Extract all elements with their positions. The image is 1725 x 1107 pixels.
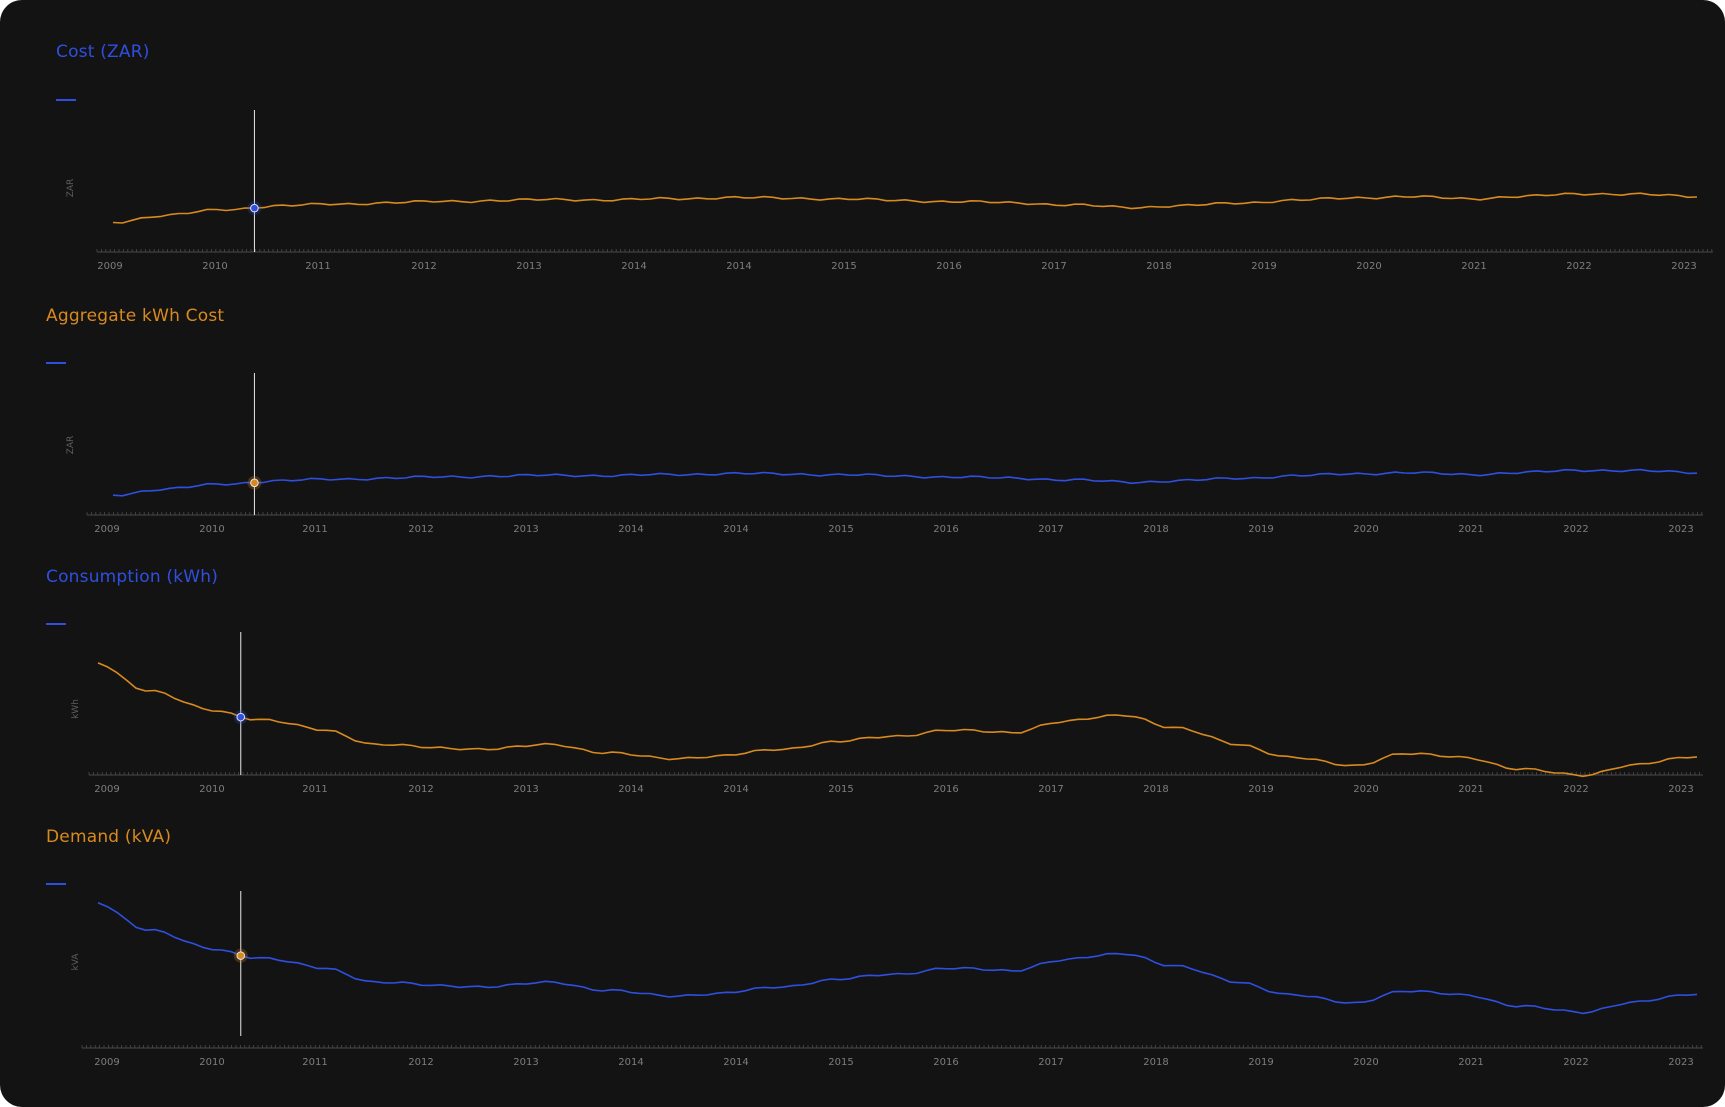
x-tick-label: 2019 bbox=[1248, 524, 1273, 535]
legend-swatch-cost[interactable] bbox=[56, 99, 76, 101]
x-tick-label: 2014 bbox=[723, 1057, 748, 1068]
x-tick-label: 2015 bbox=[828, 524, 853, 535]
series-line[interactable] bbox=[97, 662, 1698, 778]
chart-title-demand: Demand (kVA) bbox=[46, 827, 172, 847]
x-tick-label: 2014 bbox=[723, 524, 748, 535]
x-tick-label: 2023 bbox=[1668, 524, 1693, 535]
x-tick-label: 2011 bbox=[302, 784, 327, 795]
chart-title-consumption: Consumption (kWh) bbox=[46, 567, 219, 587]
hover-marker[interactable] bbox=[250, 478, 259, 488]
x-tick-label: 2023 bbox=[1671, 261, 1696, 272]
y-axis-label: kVA bbox=[71, 953, 81, 971]
x-tick-label: 2014 bbox=[618, 524, 643, 535]
x-tick-label: 2010 bbox=[199, 784, 224, 795]
series-line[interactable] bbox=[112, 468, 1698, 497]
y-axis-label: ZAR bbox=[66, 179, 76, 198]
x-tick-label: 2018 bbox=[1143, 524, 1168, 535]
x-tick-label: 2017 bbox=[1038, 1057, 1063, 1068]
x-tick-label: 2022 bbox=[1563, 784, 1588, 795]
line-chart-aggregate[interactable]: ZAR 2009 2010 2011 2012 2013 2014 2014 2015 2016 2… bbox=[0, 262, 1725, 535]
y-axis-label: ZAR bbox=[66, 436, 76, 455]
x-tick-label: 2010 bbox=[199, 1057, 224, 1068]
x-tick-label: 2014 bbox=[618, 784, 643, 795]
x-tick-label: 2011 bbox=[302, 1057, 327, 1068]
x-tick-label: 2018 bbox=[1143, 784, 1168, 795]
x-tick-label: 2014 bbox=[723, 784, 748, 795]
series-line[interactable] bbox=[97, 902, 1698, 1015]
x-tick-label: 2013 bbox=[513, 524, 538, 535]
x-tick-label: 2013 bbox=[513, 784, 538, 795]
chart-panel-aggregate: Aggregate kWh Cost ZAR 2009 2010 2011 2012 20… bbox=[0, 262, 1725, 535]
x-tick-label: 2011 bbox=[305, 261, 330, 272]
x-axis-minor-ticks bbox=[81, 1045, 1702, 1048]
x-tick-label: 2012 bbox=[408, 524, 433, 535]
x-tick-label: 2019 bbox=[1251, 261, 1276, 272]
x-tick-label: 2019 bbox=[1248, 784, 1273, 795]
chart-title-aggregate: Aggregate kWh Cost bbox=[46, 306, 225, 326]
x-tick-label: 2013 bbox=[513, 1057, 538, 1068]
x-tick-label: 2014 bbox=[618, 1057, 643, 1068]
hover-marker[interactable] bbox=[250, 203, 259, 213]
line-chart-cost[interactable]: ZAR 2009 2010 2011 2012 2013 2014 2014 2015 2016 2… bbox=[0, 0, 1725, 272]
x-tick-label: 2022 bbox=[1563, 1057, 1588, 1068]
x-axis-minor-ticks bbox=[96, 249, 1713, 252]
x-tick-label: 2009 bbox=[94, 784, 119, 795]
x-tick-label: 2020 bbox=[1353, 524, 1378, 535]
x-tick-label: 2010 bbox=[199, 524, 224, 535]
x-tick-label: 2016 bbox=[933, 524, 958, 535]
x-tick-label: 2010 bbox=[202, 261, 227, 272]
x-tick-label: 2023 bbox=[1668, 784, 1693, 795]
series-line[interactable] bbox=[112, 192, 1698, 224]
line-chart-consumption[interactable]: kWh 2009 2010 2011 2012 2013 2014 2014 2015 2016 2… bbox=[0, 522, 1725, 795]
legend-swatch-demand[interactable] bbox=[46, 883, 66, 885]
hover-marker[interactable] bbox=[236, 712, 246, 722]
x-tick-label: 2021 bbox=[1461, 261, 1486, 272]
legend-swatch-consumption[interactable] bbox=[46, 623, 66, 625]
x-tick-label: 2021 bbox=[1458, 524, 1483, 535]
x-tick-label: 2022 bbox=[1566, 261, 1591, 272]
x-tick-label: 2017 bbox=[1038, 524, 1063, 535]
x-tick-label: 2015 bbox=[828, 784, 853, 795]
x-tick-label: 2019 bbox=[1248, 1057, 1273, 1068]
line-chart-demand[interactable]: kVA 2009 2010 2011 2012 2013 2014 2014 2015 2016 2… bbox=[0, 782, 1725, 1068]
x-tick-label: 2017 bbox=[1038, 784, 1063, 795]
x-tick-label: 2018 bbox=[1143, 1057, 1168, 1068]
x-tick-label: 2012 bbox=[411, 261, 436, 272]
x-tick-label: 2015 bbox=[828, 1057, 853, 1068]
chart-panel-demand: Demand (kVA) kVA 2009 2010 2011 2012 2013 2014… bbox=[0, 782, 1725, 1068]
x-tick-label: 2018 bbox=[1146, 261, 1171, 272]
x-tick-label: 2012 bbox=[408, 1057, 433, 1068]
x-tick-label: 2016 bbox=[933, 1057, 958, 1068]
x-tick-label: 2021 bbox=[1458, 1057, 1483, 1068]
x-tick-label: 2013 bbox=[516, 261, 541, 272]
x-tick-label: 2020 bbox=[1353, 1057, 1378, 1068]
x-tick-label: 2016 bbox=[936, 261, 961, 272]
x-tick-label: 2020 bbox=[1353, 784, 1378, 795]
chart-panel-consumption: Consumption (kWh) kWh 2009 2010 2011 2012 201… bbox=[0, 522, 1725, 795]
x-tick-label: 2021 bbox=[1458, 784, 1483, 795]
x-tick-label: 2011 bbox=[302, 524, 327, 535]
x-tick-label: 2017 bbox=[1041, 261, 1066, 272]
x-tick-label: 2009 bbox=[94, 524, 119, 535]
x-axis-minor-ticks bbox=[86, 512, 1703, 515]
x-tick-label: 2020 bbox=[1356, 261, 1381, 272]
chart-title-cost: Cost (ZAR) bbox=[56, 42, 150, 62]
hover-marker[interactable] bbox=[236, 951, 246, 960]
x-tick-label: 2015 bbox=[831, 261, 856, 272]
x-axis-minor-ticks bbox=[88, 772, 1700, 775]
x-tick-label: 2012 bbox=[408, 784, 433, 795]
x-tick-label: 2009 bbox=[94, 1057, 119, 1068]
x-tick-label: 2014 bbox=[726, 261, 751, 272]
y-axis-label: kWh bbox=[71, 699, 81, 719]
x-tick-label: 2022 bbox=[1563, 524, 1588, 535]
x-tick-label: 2014 bbox=[621, 261, 646, 272]
x-tick-label: 2016 bbox=[933, 784, 958, 795]
chart-panel-cost: Cost (ZAR) ZAR 2009 2010 2011 2012 2013 2014 20… bbox=[0, 0, 1725, 272]
x-tick-label: 2009 bbox=[97, 261, 122, 272]
legend-swatch-aggregate[interactable] bbox=[46, 362, 66, 364]
x-tick-label: 2023 bbox=[1668, 1057, 1693, 1068]
